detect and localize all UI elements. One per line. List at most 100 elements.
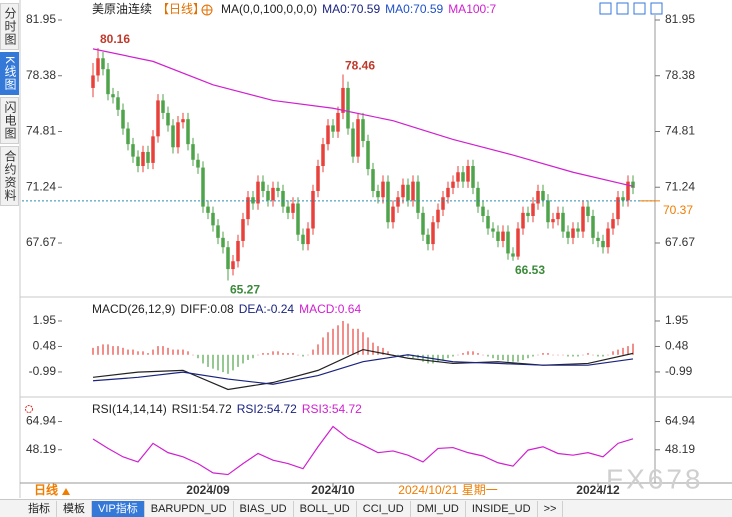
candle-body xyxy=(206,206,210,213)
candle-body xyxy=(611,219,615,229)
candle-body xyxy=(131,144,135,157)
macd-bar xyxy=(607,354,609,356)
candle-body xyxy=(371,169,375,191)
indicator-toolbar: 指标 模板 VIP指标 BARUPDN_UD BIAS_UD BOLL_UD C… xyxy=(0,499,732,517)
icon[interactable] xyxy=(599,2,612,15)
macd-bar xyxy=(177,349,179,355)
candle-body xyxy=(536,190,540,204)
y-tick-label: 74.81 xyxy=(665,124,695,138)
candle-body xyxy=(401,184,405,198)
y-tick-label-left: 48.19 xyxy=(26,442,56,456)
extreme-label: 78.46 xyxy=(345,59,375,73)
candle-body xyxy=(181,119,185,123)
candle-body xyxy=(191,144,195,160)
panel-legend: RSI(14,14,14) RSI1:54.72 RSI2:54.72 RSI3:54… xyxy=(92,402,362,416)
y-tick-label-left: -0.99 xyxy=(29,364,57,378)
icon[interactable] xyxy=(633,2,646,15)
macd-bar xyxy=(142,351,144,355)
toolbar-tab[interactable]: CCI_UD xyxy=(357,501,411,517)
candle-body xyxy=(336,112,340,132)
macd-bar xyxy=(92,347,94,355)
macd-bar xyxy=(262,353,264,355)
settings-icon[interactable] xyxy=(25,405,33,413)
candle-body xyxy=(121,109,125,129)
macd-bar xyxy=(327,332,329,355)
candle-body xyxy=(221,237,225,248)
macd-bar xyxy=(507,354,509,362)
candle-body xyxy=(586,206,590,216)
macd-bar xyxy=(172,349,174,355)
candle-body xyxy=(211,212,215,226)
candle-body xyxy=(551,219,555,223)
macd-bar xyxy=(597,354,599,357)
macd-bar xyxy=(602,354,604,357)
macd-bar xyxy=(362,332,364,355)
macd-bar xyxy=(257,354,259,356)
macd-bar xyxy=(277,351,279,355)
candle-body xyxy=(286,206,290,213)
toolbar-tab[interactable]: 指标 xyxy=(22,501,57,517)
macd-bar xyxy=(157,346,159,355)
macd-bar xyxy=(272,351,274,355)
candle-body xyxy=(341,87,345,113)
candle-body xyxy=(471,166,475,188)
toolbar-tab[interactable]: BOLL_UD xyxy=(294,501,357,517)
period-label[interactable]: 日线 xyxy=(34,482,58,497)
legend-entry: RSI(14,14,14) xyxy=(92,402,167,416)
candle-body xyxy=(466,166,470,182)
macd-bar xyxy=(587,353,589,355)
toolbar-tab[interactable]: 模板 xyxy=(57,501,92,517)
sidebar-tab[interactable]: 分时图 xyxy=(0,3,19,50)
toolbar-tab[interactable]: DMI_UD xyxy=(411,501,466,517)
y-tick-label: 0.48 xyxy=(665,339,689,353)
candle-body xyxy=(476,187,480,207)
macd-bar xyxy=(312,349,314,355)
macd-bar xyxy=(562,354,564,356)
toolbar-tab[interactable]: >> xyxy=(538,501,564,517)
y-tick-label-left: 78.38 xyxy=(26,68,56,82)
macd-bar xyxy=(447,354,449,359)
macd-bar xyxy=(127,349,129,355)
y-tick-label: 78.38 xyxy=(665,68,695,82)
candle-body xyxy=(396,197,400,207)
macd-bar xyxy=(192,354,194,356)
macd-bar xyxy=(322,337,324,355)
macd-bar xyxy=(537,354,539,356)
candle-body xyxy=(591,215,595,238)
sidebar-tab[interactable]: K线图 xyxy=(0,52,19,96)
candle-body xyxy=(406,184,410,201)
period-arrow[interactable] xyxy=(62,488,70,495)
candle-body xyxy=(451,181,455,188)
panel-legend: 美原油连续 【日线】 MA(0,0,100,0,0,0) MA0:70.59 MA0:7… xyxy=(92,1,497,16)
indicator-line xyxy=(92,425,634,476)
candle-body xyxy=(346,87,350,129)
toolbar-tab[interactable]: VIP指标 xyxy=(92,501,145,517)
macd-bar xyxy=(267,353,269,355)
candle-body xyxy=(296,203,300,235)
macd-bar xyxy=(532,354,534,357)
candle-body xyxy=(486,215,490,229)
macd-bar xyxy=(397,354,399,357)
icon[interactable] xyxy=(616,2,629,15)
candle-body xyxy=(216,225,220,238)
candle-body xyxy=(501,231,505,241)
candle-body xyxy=(526,212,530,216)
legend-entry: 【日线】 xyxy=(157,2,205,16)
macd-bar xyxy=(527,354,529,359)
y-tick-label: 81.95 xyxy=(665,12,695,26)
macd-bar xyxy=(577,354,579,357)
sidebar-tab[interactable]: 闪电图 xyxy=(0,97,19,145)
x-tick-label: 2024/12 xyxy=(576,483,620,497)
candle-body xyxy=(226,247,230,270)
toolbar-tab[interactable]: BIAS_UD xyxy=(234,501,294,517)
candle-body xyxy=(301,234,305,245)
macd-bar xyxy=(152,349,154,355)
candle-body xyxy=(506,231,510,254)
macd-bar xyxy=(217,354,219,371)
toolbar-tab[interactable]: INSIDE_UD xyxy=(466,501,538,517)
icon[interactable] xyxy=(650,2,663,15)
legend-entry: MA(0,0,100,0,0,0) xyxy=(221,2,317,16)
toolbar-tab[interactable]: BARUPDN_UD xyxy=(145,501,234,517)
sidebar-tab[interactable]: 合约资料 xyxy=(0,146,19,207)
macd-bar xyxy=(377,346,379,355)
